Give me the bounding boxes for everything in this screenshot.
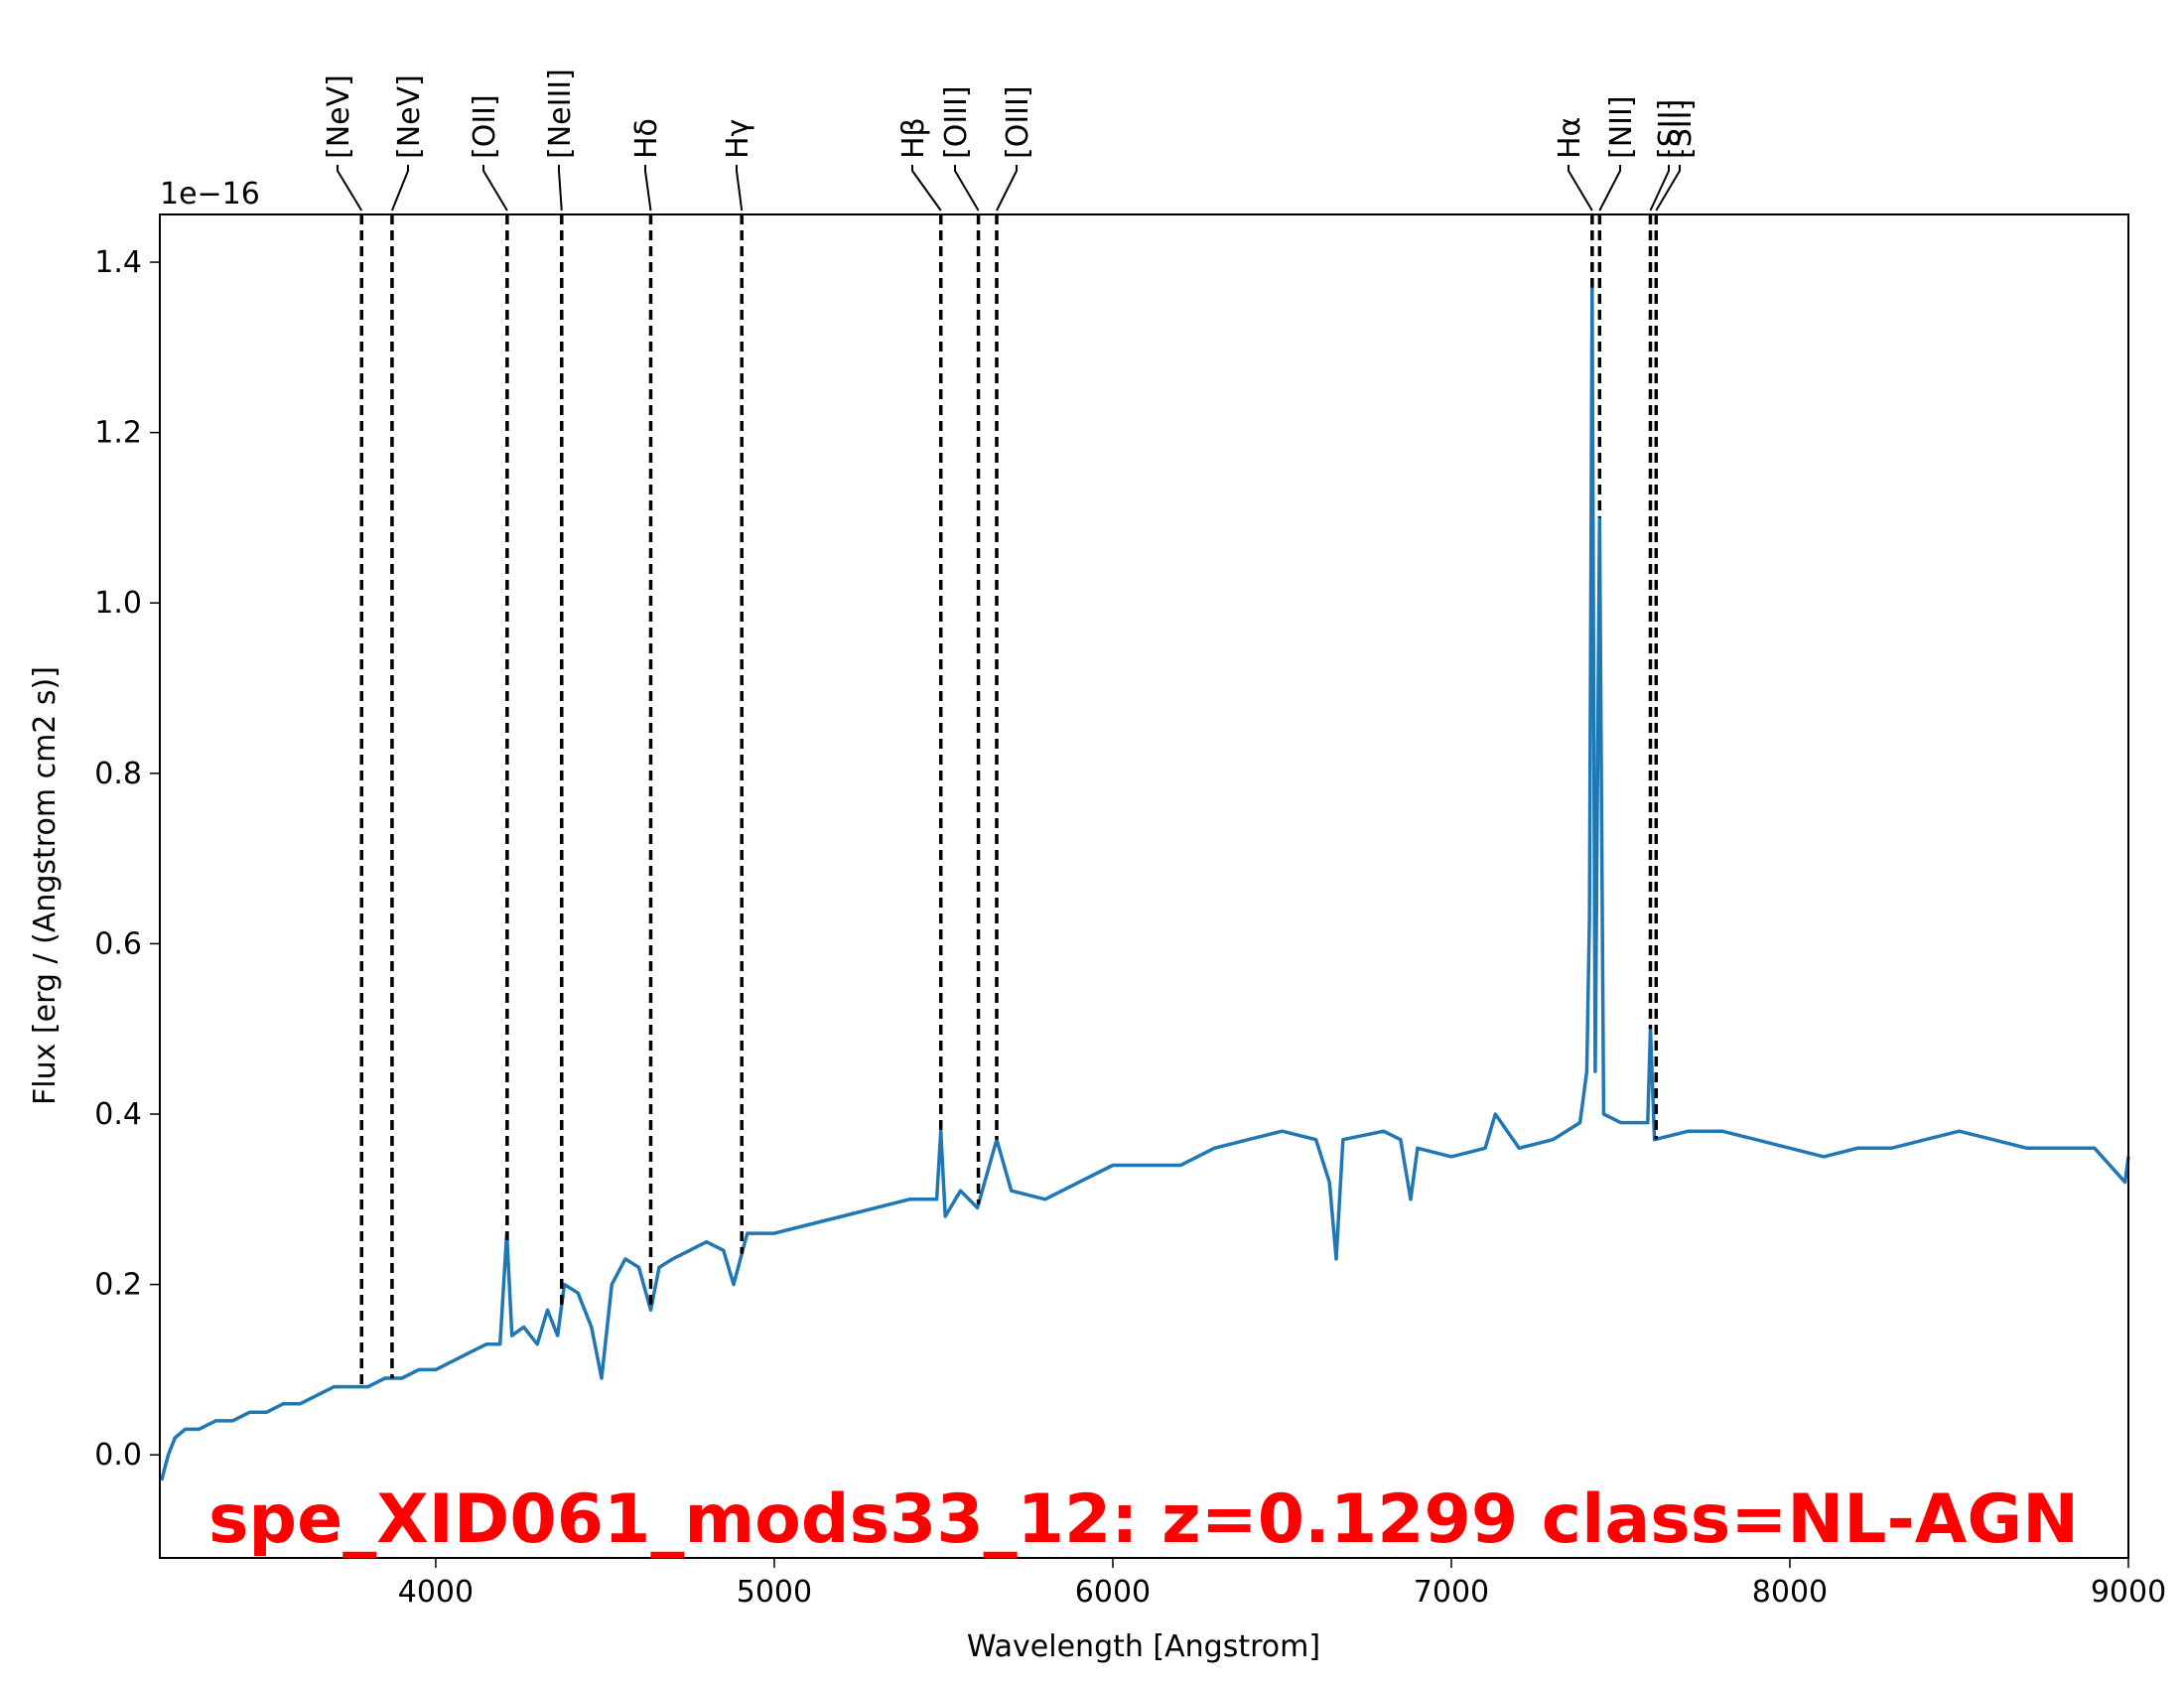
label-connector — [1598, 165, 1621, 211]
spectrum — [160, 286, 2130, 1481]
line-label: [NeV] — [392, 74, 427, 159]
line-label: [SII] — [1653, 99, 1688, 159]
label-connector — [736, 165, 744, 211]
label-connector — [482, 165, 508, 211]
y-axis-label: Flux [erg / (Angstrom cm2 s)] — [28, 666, 63, 1105]
x-tick-label: 6000 — [1075, 1575, 1151, 1610]
y-tick-label: 0.0 — [94, 1438, 142, 1473]
line-label: [SII] — [1664, 99, 1699, 159]
line-label: Hδ — [629, 118, 664, 159]
offset-label: 1e−16 — [160, 177, 260, 211]
line-label: Hα — [1553, 117, 1587, 159]
y-tick-label: 0.8 — [94, 757, 142, 791]
y-tick-label: 1.0 — [94, 586, 142, 621]
line-label: [OIII] — [939, 85, 974, 159]
x-tick-label: 9000 — [2091, 1575, 2166, 1610]
label-connector — [337, 165, 363, 211]
chart-title: spe_XID061_mods33_12: z=0.1299 class=NL-… — [208, 1480, 2079, 1559]
label-connector — [1568, 165, 1593, 211]
y-tick-label: 0.6 — [94, 926, 142, 961]
label-connector — [558, 165, 563, 211]
line-label: Hγ — [721, 119, 755, 159]
label-connector — [1649, 165, 1670, 211]
y-tick-label: 0.4 — [94, 1097, 142, 1132]
label-connector — [911, 165, 942, 211]
label-connector — [1655, 165, 1681, 211]
label-connector — [954, 165, 980, 211]
line-label: Hβ — [896, 117, 931, 159]
label-connector — [391, 165, 409, 211]
line-label: [OII] — [468, 94, 502, 159]
x-tick-label: 7000 — [1414, 1575, 1489, 1610]
x-tick-label: 8000 — [1752, 1575, 1828, 1610]
label-connector — [996, 165, 1018, 211]
y-tick-label: 1.4 — [94, 245, 142, 280]
y-tick-label: 1.2 — [94, 416, 142, 451]
plot-frame — [159, 213, 2129, 1559]
line-label: [OIII] — [1001, 85, 1035, 159]
line-label: [NeV] — [322, 74, 356, 159]
x-tick-label: 4000 — [398, 1575, 474, 1610]
label-connector — [644, 165, 652, 211]
x-tick-label: 5000 — [737, 1575, 812, 1610]
x-axis-label: Wavelength [Angstrom] — [967, 1629, 1320, 1664]
y-tick-label: 0.2 — [94, 1268, 142, 1303]
line-label: [NII] — [1604, 95, 1639, 159]
line-label: [NeIII] — [543, 69, 578, 159]
